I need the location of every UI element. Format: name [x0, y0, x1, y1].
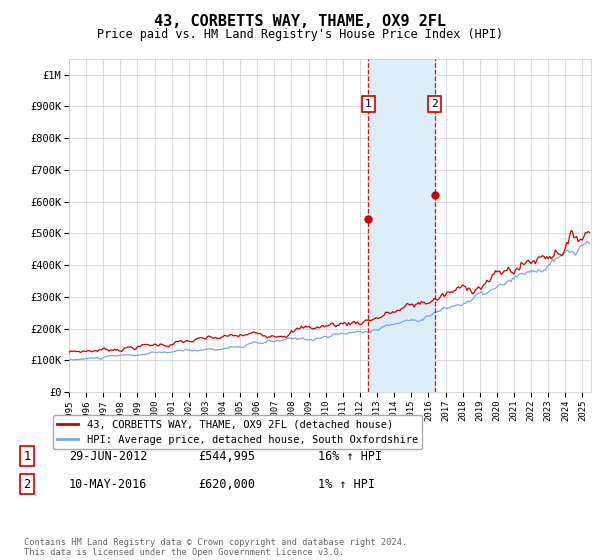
- Text: 16% ↑ HPI: 16% ↑ HPI: [318, 450, 382, 463]
- Text: £544,995: £544,995: [198, 450, 255, 463]
- Text: 2: 2: [431, 99, 438, 109]
- Text: 1% ↑ HPI: 1% ↑ HPI: [318, 478, 375, 491]
- Legend: 43, CORBETTS WAY, THAME, OX9 2FL (detached house), HPI: Average price, detached : 43, CORBETTS WAY, THAME, OX9 2FL (detach…: [53, 415, 422, 449]
- Text: 10-MAY-2016: 10-MAY-2016: [69, 478, 148, 491]
- Text: 43, CORBETTS WAY, THAME, OX9 2FL: 43, CORBETTS WAY, THAME, OX9 2FL: [154, 14, 446, 29]
- Text: 1: 1: [23, 450, 31, 463]
- Text: 2: 2: [23, 478, 31, 491]
- Text: 1: 1: [365, 99, 372, 109]
- Text: £620,000: £620,000: [198, 478, 255, 491]
- Text: 29-JUN-2012: 29-JUN-2012: [69, 450, 148, 463]
- Bar: [368, 59, 434, 392]
- Text: Contains HM Land Registry data © Crown copyright and database right 2024.
This d: Contains HM Land Registry data © Crown c…: [24, 538, 407, 557]
- Text: Price paid vs. HM Land Registry's House Price Index (HPI): Price paid vs. HM Land Registry's House …: [97, 28, 503, 41]
